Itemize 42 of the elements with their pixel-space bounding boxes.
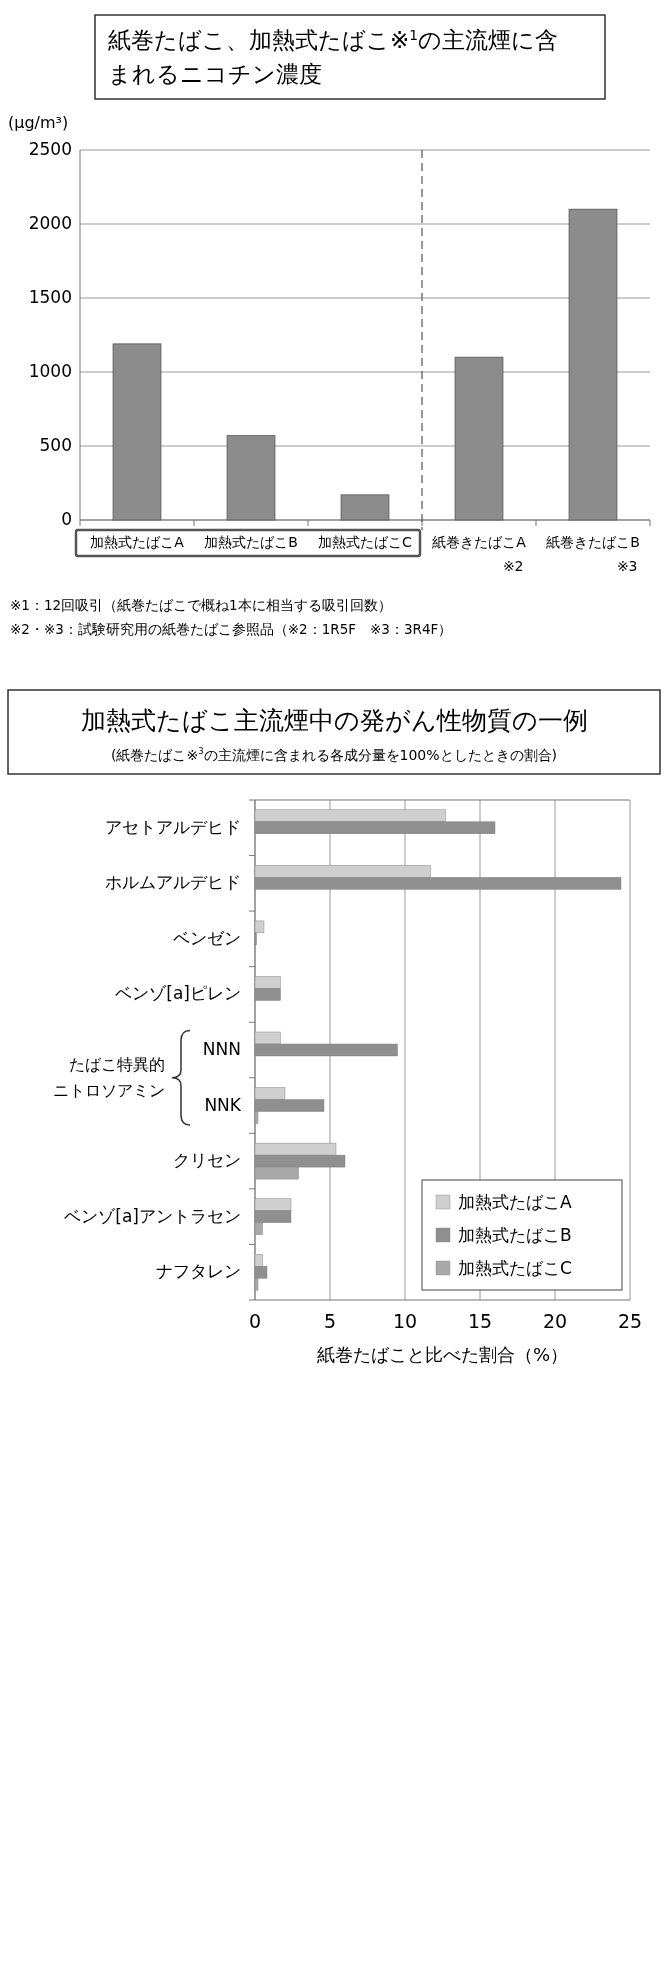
y-tick-label: 1000 xyxy=(28,361,72,381)
y-tick-label: NNN xyxy=(202,1039,241,1059)
bar xyxy=(340,494,390,521)
x-tick-label: 加熱式たばこB xyxy=(204,534,298,550)
x-tick-label: 加熱式たばこC xyxy=(318,534,413,550)
y-tick-label: ナフタレン xyxy=(156,1261,241,1282)
y-tick-label: 1500 xyxy=(28,287,72,307)
text: ※2・※3：試験研究用の紙巻たばこ参照品（※2：1R5F ※3：3R4F） xyxy=(10,621,453,637)
chart-title: 加熱式たばこ主流煙中の発がん性物質の一例 xyxy=(80,706,588,735)
x-tick-label: 紙巻きたばこB ※3 xyxy=(546,534,640,574)
x-tick-label: 5 xyxy=(323,1309,337,1332)
text: たばこ特異的ニトロソアミン xyxy=(53,1054,165,1100)
x-tick-label: 25 xyxy=(617,1309,643,1332)
legend-label: 加熱式たばこC xyxy=(458,1258,572,1278)
x-axis-title: 紙巻たばこと比べた割合（%） xyxy=(316,1344,569,1365)
bar xyxy=(454,356,504,521)
bar xyxy=(226,435,276,521)
y-tick-label: NNK xyxy=(204,1094,242,1115)
y-axis-title: (μg/m³) xyxy=(8,113,69,132)
bar xyxy=(568,208,618,521)
text: ※1：12回吸引（紙巻たばこで概ね1本に相当する吸引回数） xyxy=(10,597,392,613)
x-tick-label: 紙巻きたばこA ※2 xyxy=(432,534,527,574)
y-tick-label: ベンゾ[a]ピレン xyxy=(115,983,241,1004)
y-tick-label: ベンゼン xyxy=(173,927,241,948)
y-tick-label: 0 xyxy=(61,509,72,529)
y-tick-label: アセトアルデヒド xyxy=(105,816,241,837)
x-tick-label: 10 xyxy=(392,1309,418,1332)
x-tick-label: 20 xyxy=(542,1309,568,1332)
y-tick-label: ホルムアルデヒド xyxy=(105,872,241,893)
y-tick-label: クリセン xyxy=(173,1150,241,1171)
legend-label: 加熱式たばこA xyxy=(458,1192,572,1212)
legend-label: 加熱式たばこB xyxy=(458,1225,572,1245)
x-tick-label: 15 xyxy=(467,1309,493,1332)
y-tick-label: 500 xyxy=(39,435,72,455)
y-tick-label: 2000 xyxy=(28,213,72,233)
chart-title: 紙巻たばこ、加熱式たばこ※$^{1}$の主流煙に含まれるニコチン濃度 xyxy=(108,27,559,87)
y-tick-label: 2500 xyxy=(28,139,72,159)
x-tick-label: 加熱式たばこA xyxy=(90,534,185,550)
bar xyxy=(112,343,162,521)
chart-subtitle: (紙巻たばこ※$^{3}$の主流煙に含まれる各成分量を100%としたときの割合) xyxy=(110,745,558,763)
y-tick-label: ベンゾ[a]アントラセン xyxy=(64,1205,241,1226)
x-tick-label: 0 xyxy=(248,1309,262,1332)
